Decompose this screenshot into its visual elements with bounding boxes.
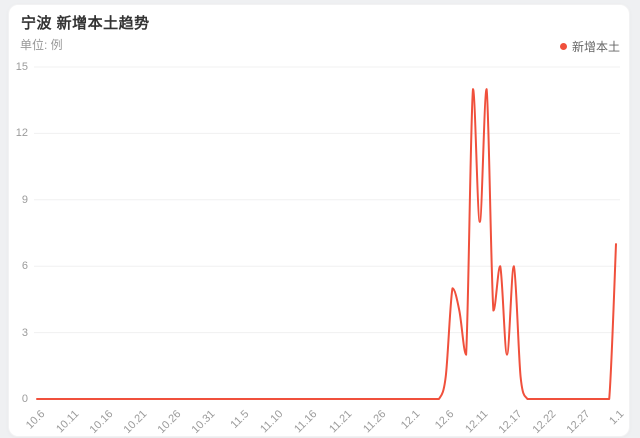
trend-line-plot — [34, 66, 620, 400]
unit-label: 单位: 例 — [20, 38, 63, 52]
chart-card: 宁波 新增本土趋势 单位: 例 新增本土 0 3 6 9 12 15 10.6 10.11 10… — [8, 4, 630, 437]
line-chart: 0 3 6 9 12 15 10.6 10.11 10.16 10.21 10.26 10.31 11.… — [9, 5, 631, 438]
y-tick-label: 6 — [21, 260, 28, 273]
legend-series-dot-icon — [559, 43, 567, 50]
legend[interactable]: 新增本土 — [559, 38, 620, 55]
page-title: 宁波 新增本土趋势 — [21, 15, 150, 32]
y-tick-label: 12 — [15, 127, 28, 140]
y-tick-label: 9 — [21, 193, 28, 206]
y-tick-label: 0 — [21, 393, 28, 405]
legend-series-label: 新增本土 — [571, 40, 620, 54]
trend-line-path — [36, 88, 617, 400]
y-tick-label: 3 — [21, 326, 28, 339]
y-tick-label: 15 — [15, 61, 28, 73]
